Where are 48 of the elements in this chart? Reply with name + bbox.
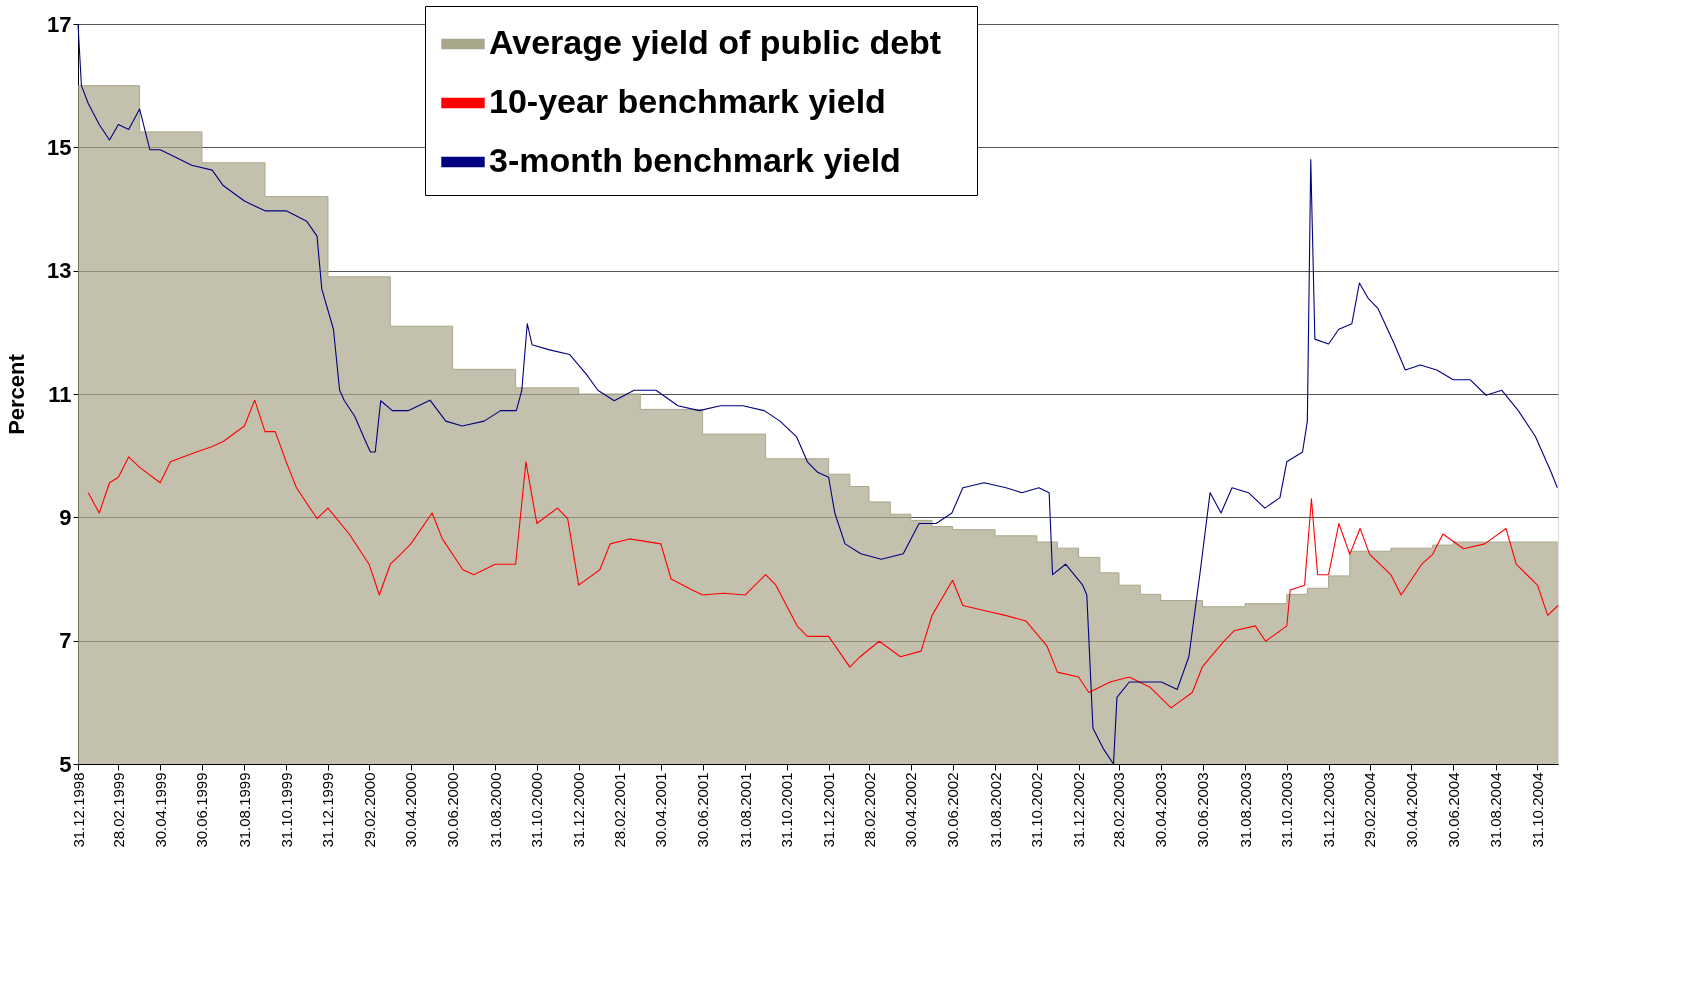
x-tick-label: 30.04.2002 [902, 772, 920, 848]
x-tick-label: 31.12.1999 [319, 772, 337, 848]
x-tick-label: 31.12.2001 [820, 772, 838, 848]
x-tick-label: 28.02.1999 [109, 772, 127, 848]
legend-label: 3-month benchmark yield [489, 141, 901, 179]
x-tick-label: 31.08.2002 [986, 772, 1004, 848]
legend-label: Average yield of public debt [489, 23, 942, 61]
x-tick-label: 30.04.1999 [151, 772, 169, 848]
y-tick-label: 15 [47, 134, 72, 160]
x-tick-label: 31.10.2001 [778, 772, 796, 848]
x-tick-label: 31.12.2000 [570, 772, 588, 848]
x-tick-label: 28.02.2001 [610, 772, 628, 848]
x-tick-label: 30.04.2000 [402, 772, 420, 848]
x-tick-label: 30.06.2001 [694, 772, 712, 848]
x-tick-label: 30.06.2000 [444, 772, 462, 848]
x-tick-label: 31.10.2003 [1278, 772, 1296, 848]
y-tick-label: 17 [47, 11, 72, 37]
x-tick-label: 31.10.1999 [277, 772, 295, 848]
y-tick-label: 13 [47, 258, 72, 284]
x-tick-label: 30.06.2002 [944, 772, 962, 848]
x-tick-label: 30.04.2004 [1402, 772, 1420, 848]
x-tick-label: 28.02.2003 [1110, 772, 1128, 848]
x-tick-label: 30.04.2001 [652, 772, 670, 848]
x-tick-label: 31.08.2003 [1236, 772, 1254, 848]
x-tick-label: 31.08.2004 [1487, 772, 1505, 848]
x-tick-label: 31.08.2001 [736, 772, 754, 848]
x-tick-label: 30.06.1999 [193, 772, 211, 848]
x-tick-label: 30.04.2003 [1152, 772, 1170, 848]
x-tick-label: 31.08.1999 [235, 772, 253, 848]
x-tick-label: 28.02.2002 [860, 772, 878, 848]
x-tick-label: 31.12.1998 [69, 772, 87, 848]
legend-label: 10-year benchmark yield [489, 82, 886, 120]
y-tick-label: 9 [59, 504, 72, 530]
x-tick-label: 30.06.2003 [1194, 772, 1212, 848]
x-tick-label: 31.10.2002 [1028, 772, 1046, 848]
x-tick-label: 29.02.2000 [360, 772, 378, 848]
y-tick-label: 5 [59, 751, 72, 777]
y-tick-label: 11 [48, 381, 72, 407]
x-tick-label: 31.08.2000 [486, 772, 504, 848]
x-tick-label: 31.12.2003 [1320, 772, 1338, 848]
y-tick-label: 7 [59, 628, 72, 654]
x-tick-label: 31.12.2002 [1070, 772, 1088, 848]
x-tick-label: 31.10.2000 [528, 772, 546, 848]
line-series [87, 399, 1559, 709]
y-axis-title: Percent [4, 353, 30, 435]
x-tick-label: 31.10.2004 [1528, 772, 1546, 848]
x-tick-label: 30.06.2004 [1444, 772, 1462, 848]
x-tick-label: 29.02.2004 [1361, 772, 1379, 848]
